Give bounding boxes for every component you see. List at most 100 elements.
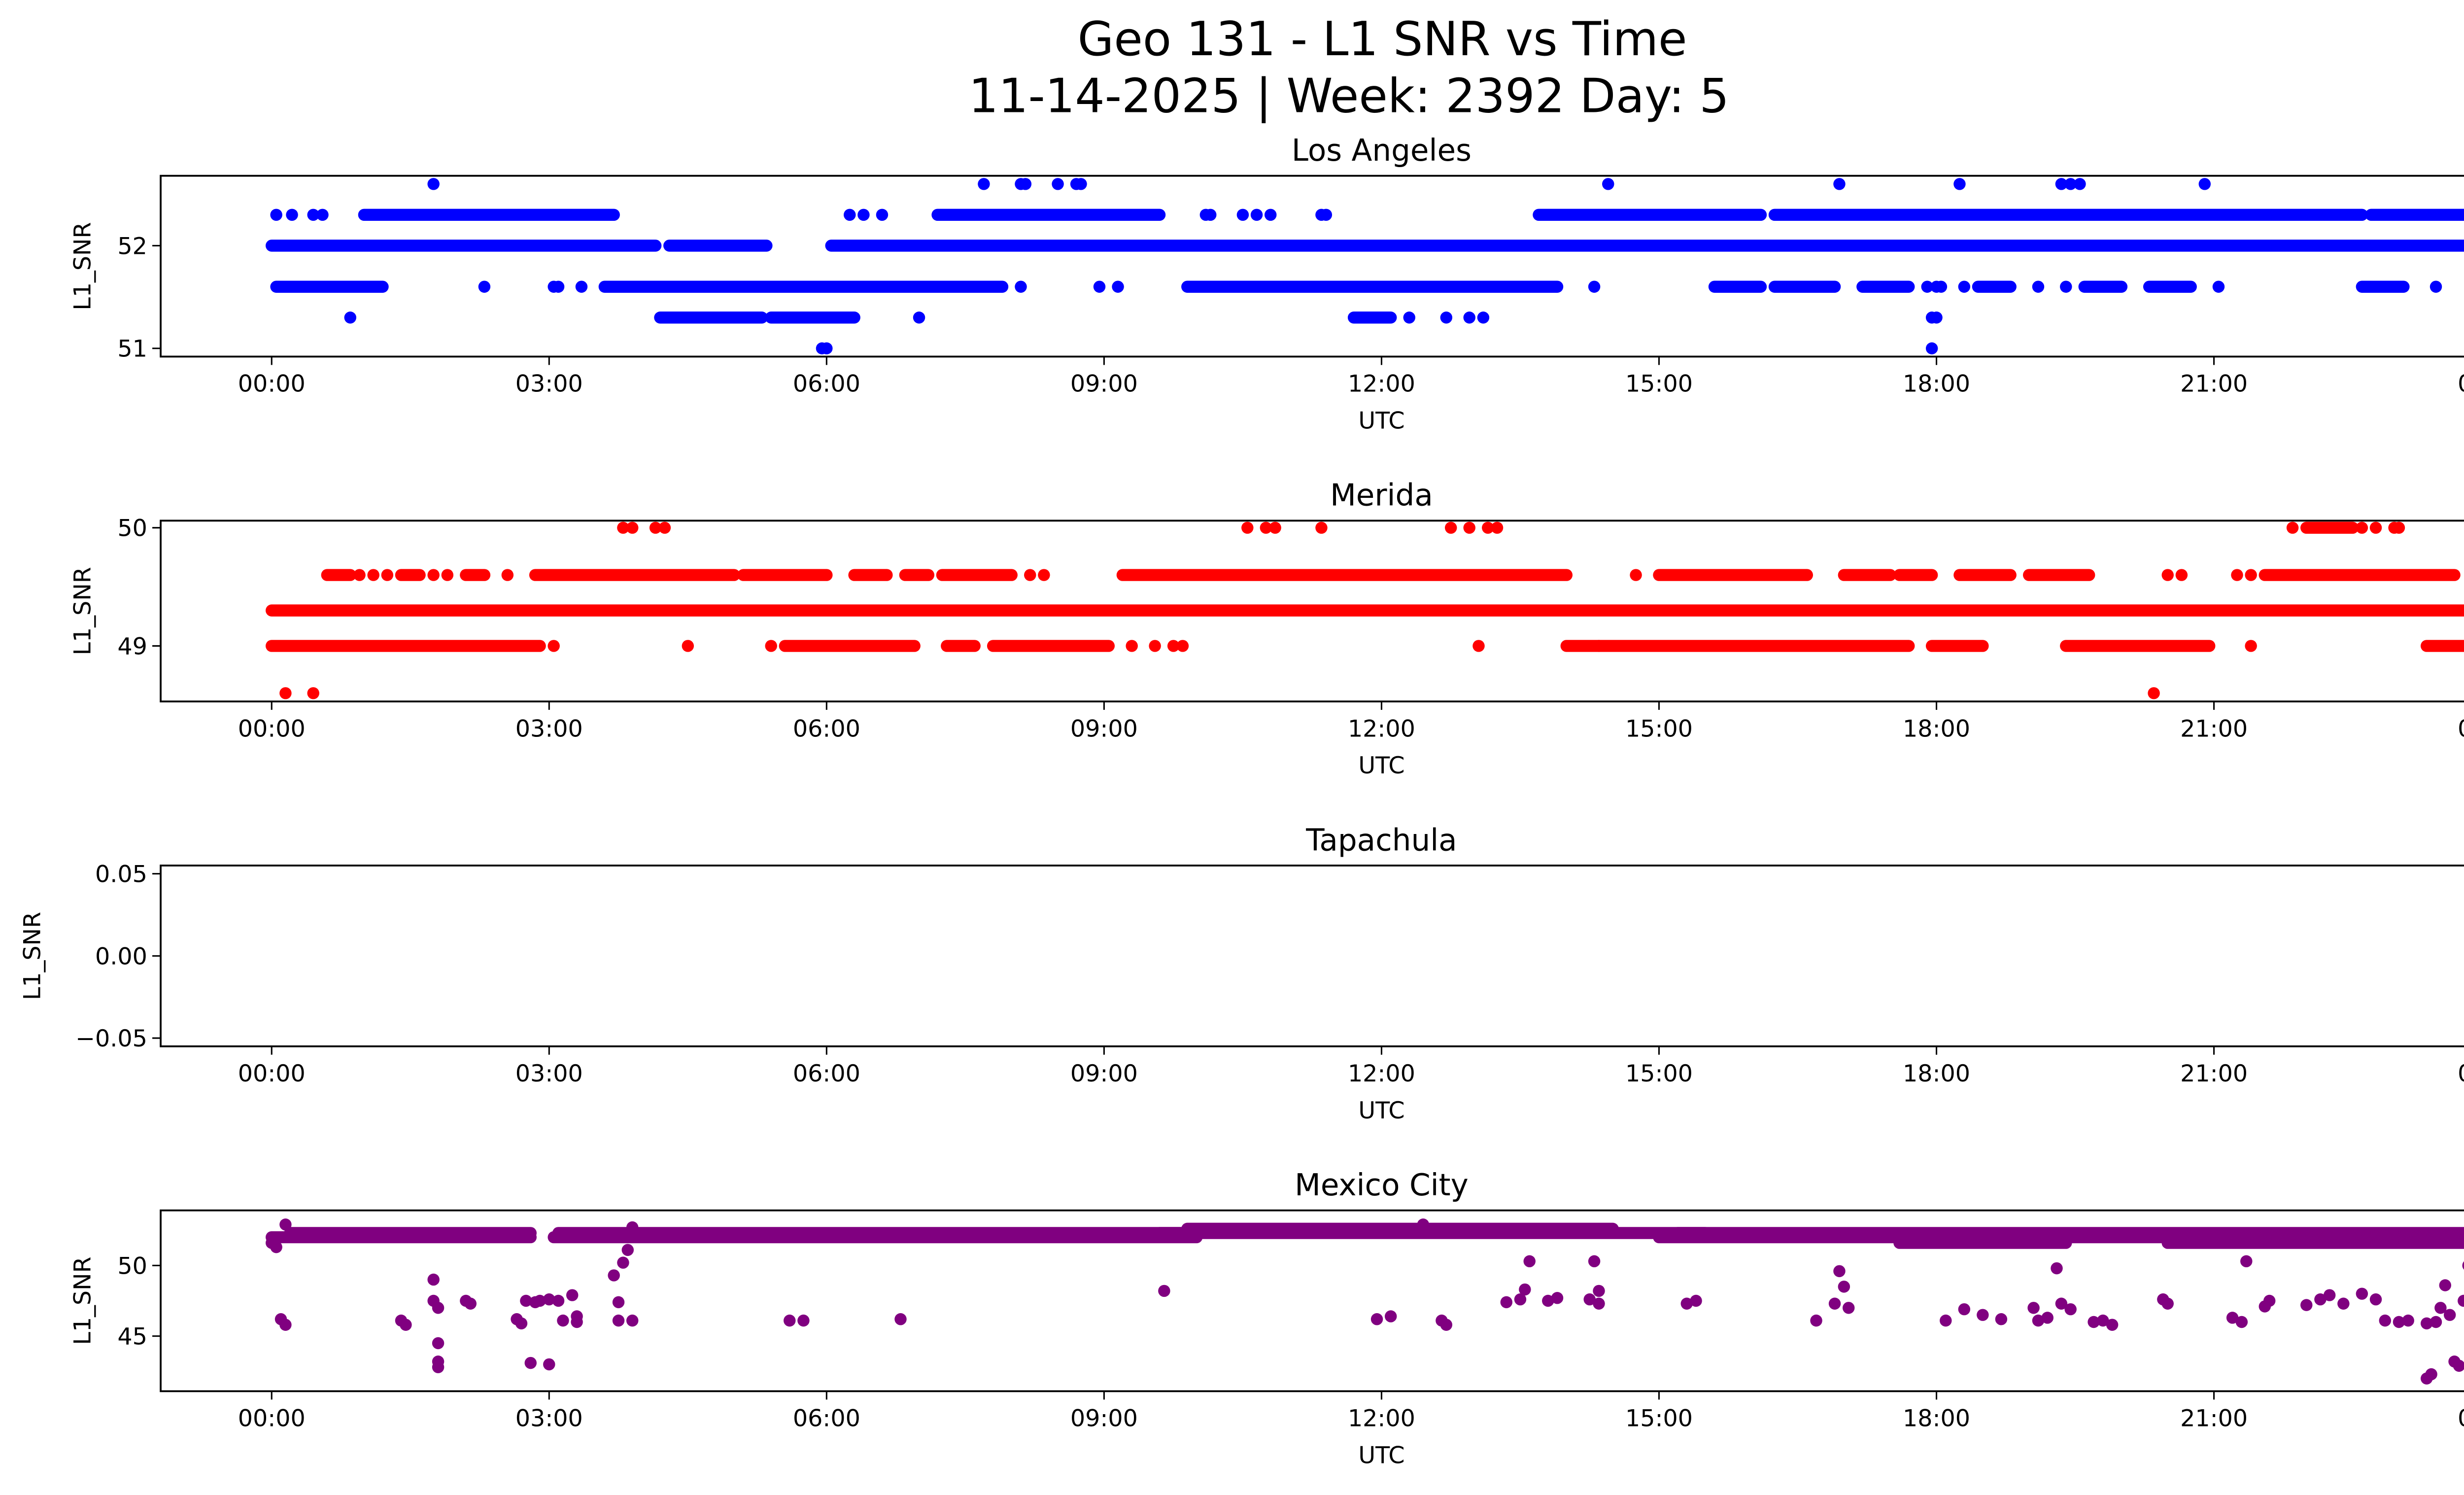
data-point-run <box>460 569 491 581</box>
data-point <box>765 640 777 652</box>
x-tick-label: 03:00 <box>515 371 583 398</box>
data-point <box>2337 1297 2350 1310</box>
data-point <box>1176 640 1189 652</box>
y-tick-label: 0.05 <box>95 861 147 888</box>
data-point-run <box>1856 280 1915 293</box>
data-point-run <box>1653 569 1814 581</box>
data-point <box>1403 312 1415 324</box>
data-point <box>571 1310 583 1322</box>
data-point <box>1843 1302 1855 1314</box>
data-point <box>2212 280 2225 293</box>
data-point <box>2393 522 2405 534</box>
data-point-run <box>1708 280 1767 293</box>
y-tick-label: 49 <box>117 633 147 660</box>
x-axis-label: UTC <box>1358 1442 1404 1469</box>
x-tick-label: 00:00 <box>238 1060 306 1087</box>
data-point <box>552 280 565 293</box>
data-point <box>1593 1297 1605 1310</box>
data-point <box>1250 209 1263 221</box>
subplot-title: Los Angeles <box>1292 133 1472 168</box>
data-point <box>1551 1292 1564 1304</box>
data-point-run <box>270 280 389 293</box>
x-tick-label: 12:00 <box>1348 715 1415 742</box>
data-point <box>1958 280 1971 293</box>
subplot-title: Mexico City <box>1295 1168 1469 1203</box>
data-point <box>1588 280 1601 293</box>
data-point <box>1052 178 1064 190</box>
data-point <box>1953 178 1966 190</box>
data-point <box>270 209 282 221</box>
x-tick-label: 09:00 <box>1070 1405 1138 1432</box>
data-point <box>857 209 870 221</box>
data-point <box>2032 1314 2045 1327</box>
data-point <box>427 1273 440 1286</box>
x-tick-label: 12:00 <box>1348 371 1415 398</box>
data-point <box>2055 178 2068 190</box>
data-point <box>1260 522 1272 534</box>
data-point-run <box>848 280 1009 293</box>
data-point <box>2245 569 2257 581</box>
data-point <box>534 1294 546 1307</box>
data-point <box>1444 522 1457 534</box>
data-point <box>612 1296 625 1309</box>
x-tick-label: 15:00 <box>1625 1405 1693 1432</box>
y-tick-label: 50 <box>117 515 147 542</box>
x-tick-label: 21:00 <box>2180 1405 2248 1432</box>
data-point-run <box>1181 1222 1619 1235</box>
data-point <box>2356 522 2368 534</box>
data-point <box>1519 1283 1531 1296</box>
data-point <box>2263 1294 2276 1307</box>
data-point <box>1838 1281 1850 1293</box>
data-point <box>1630 569 1642 581</box>
data-point <box>279 1218 292 1231</box>
data-point <box>1149 640 1161 652</box>
x-tick-label: 00:00 <box>2458 1405 2464 1432</box>
data-point <box>548 640 560 652</box>
figure-title-line-2: 11-14-2025 | Week: 2392 Day: 5 <box>968 70 1729 124</box>
x-tick-label: 21:00 <box>2180 371 2248 398</box>
data-point <box>1472 640 1485 652</box>
data-point <box>1680 1297 1693 1310</box>
data-point <box>2402 1314 2414 1327</box>
data-point <box>1126 640 1138 652</box>
data-point <box>575 280 588 293</box>
data-point <box>432 1302 445 1314</box>
data-point <box>367 569 379 581</box>
data-point <box>2286 522 2299 534</box>
x-tick-label: 15:00 <box>1625 371 1693 398</box>
data-point <box>279 687 292 699</box>
data-point <box>1269 522 1281 534</box>
data-point <box>2356 1287 2368 1300</box>
data-point <box>2041 1312 2053 1324</box>
data-point <box>432 1337 445 1350</box>
data-point <box>1828 1297 1841 1310</box>
data-point <box>978 178 990 190</box>
data-point <box>316 209 329 221</box>
data-point <box>894 1313 907 1325</box>
scatter-series <box>266 522 2464 699</box>
data-point-run <box>358 209 620 221</box>
data-point-run <box>2143 280 2197 293</box>
subplot-tapachula: Tapachula 00:00 03:00 06:00 09:00 12:00 15:00 1… <box>19 823 2464 1124</box>
x-tick-label: 03:00 <box>515 715 583 742</box>
data-point-run <box>2421 640 2464 652</box>
data-point <box>2064 1303 2077 1316</box>
x-tick-label: 06:00 <box>793 371 860 398</box>
x-tick-label: 15:00 <box>1625 715 1693 742</box>
data-point <box>1925 342 1938 354</box>
data-point-run <box>1953 569 2017 581</box>
data-point <box>1015 280 1027 293</box>
data-point-run <box>1347 312 1397 324</box>
x-tick-label: 00:00 <box>2458 715 2464 742</box>
data-point <box>2245 640 2257 652</box>
data-point <box>1995 1313 2008 1325</box>
data-point-run <box>654 312 768 324</box>
data-point <box>1019 178 1032 190</box>
x-axis-label: UTC <box>1358 407 1404 434</box>
x-tick-label: 09:00 <box>1070 1060 1138 1087</box>
x-tick-label: 06:00 <box>793 1405 860 1432</box>
data-point <box>621 1244 634 1256</box>
subplots: Los Angeles 00:00 03:00 06:00 09:00 12:00 15:0… <box>19 133 2464 1469</box>
data-point <box>307 687 319 699</box>
